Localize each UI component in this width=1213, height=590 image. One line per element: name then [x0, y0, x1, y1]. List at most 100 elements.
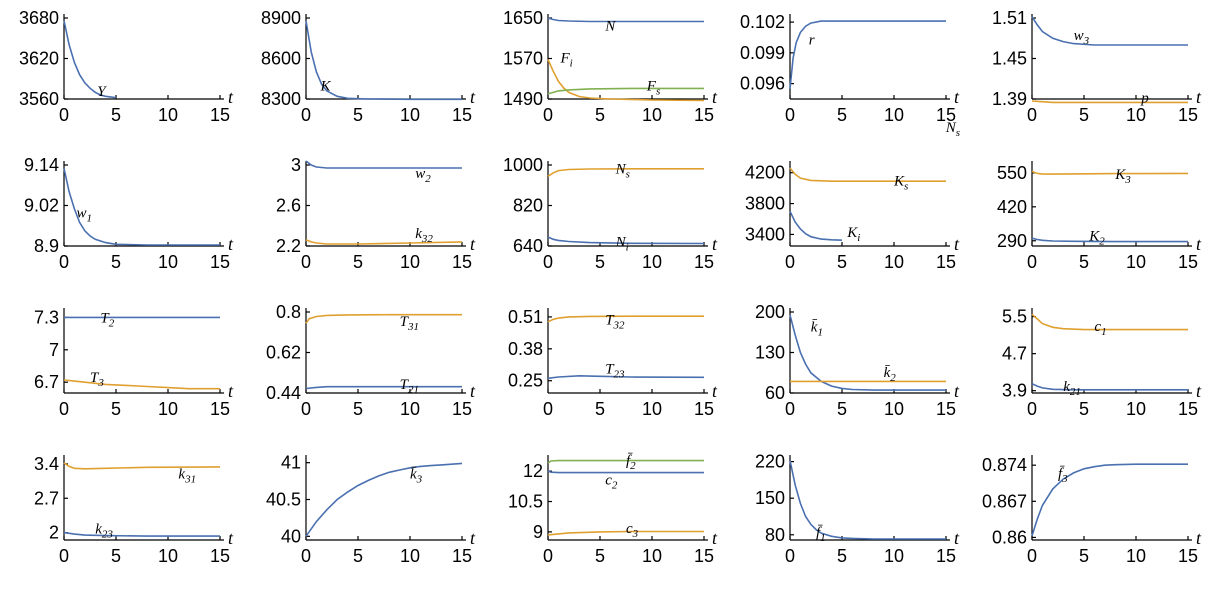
series-line-w3	[1031, 16, 1188, 46]
y-tick-label: 2	[49, 523, 59, 543]
series-label: w3	[1074, 28, 1090, 47]
series-line-w2	[305, 160, 462, 169]
x-axis-label: t	[954, 87, 960, 107]
y-tick-label: 2.6	[276, 196, 301, 216]
chart-svg: 0 5 10 15t 9 10.5 12 f̄2 c2 c3	[508, 453, 718, 566]
series-label: k23	[95, 522, 113, 541]
y-tick-label: 3560	[19, 89, 59, 109]
x-axis-label: t	[228, 528, 234, 548]
x-tick-label: 5	[1079, 105, 1089, 125]
y-tick-label: 9.14	[24, 155, 59, 175]
chart-svg: 0 5 10 15t 6.7 7 7.3 T2 T3	[34, 307, 234, 419]
y-tick-label: 4200	[745, 163, 785, 183]
x-axis-label: t	[954, 234, 960, 254]
y-tick-label: 8900	[261, 8, 301, 28]
chart-svg: 0 5 10 15t 80 150 220 f̄1	[755, 452, 960, 566]
chart-svg: 0 5 10 15t 1490 1570 1650 N Fi Fs	[503, 8, 718, 125]
y-tick-label: 0.86	[992, 527, 1027, 547]
x-tick-label: 10	[158, 252, 178, 272]
x-tick-label: 15	[210, 399, 230, 419]
x-tick-label: 0	[785, 399, 795, 419]
chart-panel: 0 5 10 15 t 0.096 0.099 0.102 r Ns	[728, 2, 966, 149]
x-tick-label: 5	[1079, 399, 1089, 419]
x-tick-label: 0	[301, 105, 311, 125]
series-label: Fi	[559, 50, 572, 69]
series-label: K	[320, 79, 332, 95]
x-tick-label: 15	[936, 105, 956, 125]
x-tick-label: 5	[837, 546, 847, 566]
series-label: Ns	[615, 161, 630, 180]
x-axis-label: t	[712, 234, 718, 254]
x-tick-label: 10	[1126, 399, 1146, 419]
series-label: T21	[400, 377, 419, 396]
series-label: Y	[97, 84, 107, 100]
y-tick-label: 41	[281, 453, 301, 473]
series-label: k̄3	[410, 467, 423, 486]
y-tick-label: 0.102	[740, 12, 785, 32]
x-tick-label: 0	[1027, 546, 1037, 566]
y-tick-label: 9.02	[24, 196, 59, 216]
x-tick-label: 0	[785, 546, 795, 566]
y-tick-label: 1650	[503, 8, 543, 28]
y-tick-label: 0.38	[508, 339, 543, 359]
y-tick-label: 8300	[261, 89, 301, 109]
y-tick-label: 3680	[19, 8, 59, 28]
series-line-f2	[547, 459, 704, 464]
x-tick-label: 5	[1079, 252, 1089, 272]
y-tick-label: 5.5	[1002, 307, 1027, 327]
x-tick-label: 0	[59, 546, 69, 566]
chart-panel: 0 5 10 15 t 1.39 1.45 1.51 w3 p	[970, 2, 1208, 149]
x-tick-label: 10	[1126, 105, 1146, 125]
y-tick-label: 0.867	[982, 491, 1027, 511]
x-tick-label: 0	[543, 546, 553, 566]
chart-svg: 0 5 10 15t 3560 3620 3680 Y	[19, 8, 234, 125]
y-tick-label: 0.8	[276, 302, 301, 322]
y-tick-label: 130	[755, 343, 785, 363]
x-tick-label: 10	[1126, 252, 1146, 272]
series-label: T2	[100, 310, 114, 329]
x-axis-label: t	[228, 234, 234, 254]
y-tick-label: 0.874	[982, 455, 1027, 475]
series-line-k23	[63, 531, 220, 537]
chart-svg: 0 5 10 15t 8300 8600 8900 K	[261, 8, 476, 125]
x-tick-label: 5	[595, 105, 605, 125]
y-tick-label: 60	[765, 383, 785, 403]
y-tick-label: 1490	[503, 89, 543, 109]
x-tick-label: 15	[452, 546, 472, 566]
series-label: k̄1	[811, 319, 823, 338]
y-tick-label: 1.45	[992, 49, 1027, 69]
x-tick-label: 10	[158, 399, 178, 419]
series-line-k21	[1031, 382, 1188, 391]
y-tick-label: 40.5	[266, 490, 301, 510]
x-tick-label: 0	[1027, 399, 1037, 419]
x-tick-label: 15	[1178, 546, 1198, 566]
y-tick-label: 7.3	[34, 307, 59, 327]
x-tick-label: 10	[884, 105, 904, 125]
chart-panel: 0 5 10 15 t 8.9 9.02 9.14 w1	[2, 149, 240, 296]
x-tick-label: 10	[400, 252, 420, 272]
series-line-w1	[63, 168, 220, 246]
chart-panel: 0 5 10 15 t 9 10.5 12 f̄2 c2 c3	[486, 443, 724, 590]
chart-svg: 0 5 10 15t 2 2.7 3.4 k31 k23	[34, 454, 234, 566]
y-tick-label: 10.5	[508, 492, 543, 512]
y-tick-label: 0.099	[740, 43, 785, 63]
x-tick-label: 5	[353, 252, 363, 272]
y-tick-label: 3800	[745, 194, 785, 214]
chart-panel: 0 5 10 15 t 3560 3620 3680 Y	[2, 2, 240, 149]
x-tick-label: 15	[694, 399, 714, 419]
y-tick-label: 6.7	[34, 372, 59, 392]
x-axis-label: t	[954, 381, 960, 401]
x-tick-label: 15	[452, 252, 472, 272]
x-axis-label: t	[1196, 234, 1202, 254]
x-tick-label: 5	[111, 105, 121, 125]
series-line-k	[305, 20, 462, 101]
y-tick-label: 0.25	[508, 371, 543, 391]
series-label: c3	[626, 521, 639, 540]
chart-panel: 0 5 10 15 t 1490 1570 1650 N Fi Fs	[486, 2, 724, 149]
x-axis-label: t	[470, 87, 476, 107]
x-tick-label: 10	[400, 105, 420, 125]
y-tick-label: 80	[765, 525, 785, 545]
series-line-c3	[547, 530, 704, 536]
x-tick-label: 0	[1027, 252, 1037, 272]
x-tick-label: 5	[837, 399, 847, 419]
